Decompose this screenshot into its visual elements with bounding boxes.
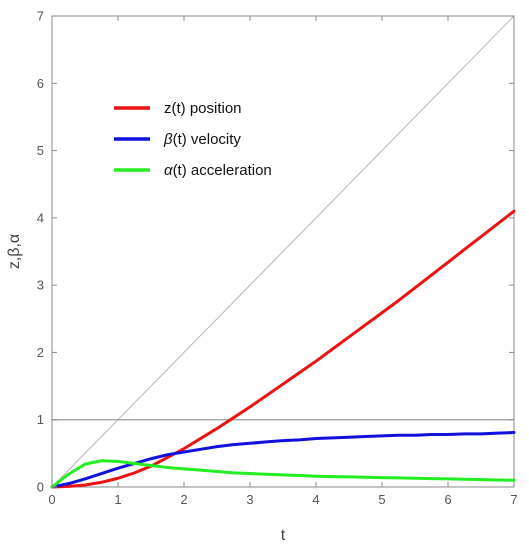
x-tick-label: 2 <box>180 492 187 507</box>
series-layer <box>50 209 516 489</box>
axis-ticks: 0 1 2 3 4 5 6 7 0 1 2 3 4 5 6 7 <box>37 9 518 508</box>
y-axis-label: z,β,α <box>6 234 23 269</box>
x-tick-label: 4 <box>312 492 319 507</box>
series-line-0 <box>50 209 516 489</box>
legend-entry: z(t) position <box>164 100 242 117</box>
x-tick-label: 5 <box>378 492 385 507</box>
y-tick-label: 2 <box>37 345 44 360</box>
reference-lines <box>51 15 515 488</box>
legend-greek-symbol: β <box>163 131 173 148</box>
y-tick-label: 5 <box>37 143 44 158</box>
x-tick-label: 3 <box>246 492 253 507</box>
legend-label: z(t) position <box>164 100 242 117</box>
legend-label: (t) velocity <box>173 131 242 148</box>
y-tick-label: 0 <box>37 480 44 495</box>
series-line-1 <box>50 431 516 489</box>
series-line-2 <box>50 459 516 489</box>
diagonal-reference-line <box>51 15 515 488</box>
legend-label: (t) acceleration <box>173 162 272 179</box>
x-axis-label: t <box>281 527 286 544</box>
x-tick-label: 1 <box>114 492 121 507</box>
legend-entry: β(t) velocity <box>163 131 241 148</box>
y-tick-label: 7 <box>37 9 44 24</box>
legend-entry: α(t) acceleration <box>164 162 272 179</box>
plot-border <box>51 15 515 488</box>
y-tick-label: 4 <box>37 210 44 225</box>
y-tick-label: 1 <box>37 412 44 427</box>
x-tick-label: 6 <box>444 492 451 507</box>
plot-frame <box>51 15 515 488</box>
legend-greek-symbol: α <box>164 162 173 179</box>
x-tick-label: 0 <box>48 492 55 507</box>
y-tick-label: 3 <box>37 278 44 293</box>
x-tick-label: 7 <box>510 492 517 507</box>
y-tick-label: 6 <box>37 76 44 91</box>
